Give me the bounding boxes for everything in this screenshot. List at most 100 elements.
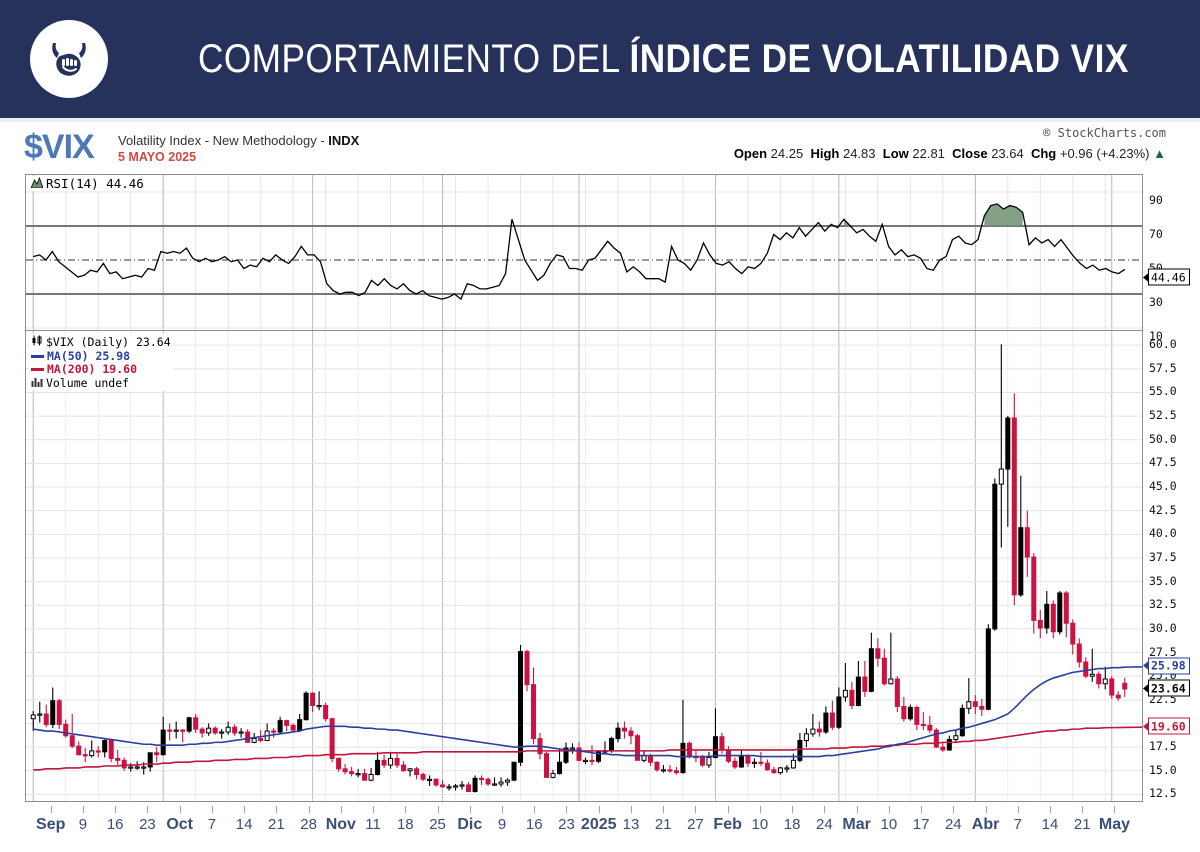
x-tick <box>115 806 117 813</box>
chg-up-arrow-icon: ▲ <box>1153 146 1166 161</box>
x-tick <box>82 806 84 813</box>
x-label-abr: Abr <box>971 816 1000 833</box>
brand-logo <box>30 20 108 98</box>
ma200-callout-text: 19.60 <box>1151 719 1186 734</box>
ma200-callout-arrow-icon <box>1143 721 1149 732</box>
x-tick <box>211 806 213 813</box>
ma50-callout: 25.98 <box>1143 657 1190 675</box>
price-tick-15-0: 15.0 <box>1149 762 1177 777</box>
x-tick <box>179 806 181 813</box>
price-tick-42-5: 42.5 <box>1149 502 1177 517</box>
x-label-16: 16 <box>106 816 124 833</box>
price-tick-27-5: 27.5 <box>1149 644 1177 659</box>
price-y-axis: 60.0 57.5 55.0 52.5 50.0 47.5 45.0 42.5 40.0 37.5… <box>1143 330 1199 802</box>
x-tick <box>921 806 923 813</box>
legend-row-ma50: MA(50) 25.98 <box>31 349 171 364</box>
symbol-description: Volatility Index - New Methodology - IND… <box>118 133 359 148</box>
x-tick <box>888 806 890 813</box>
x-label-14: 14 <box>235 816 253 833</box>
x-tick <box>308 806 310 813</box>
x-label-9: 9 <box>497 816 507 833</box>
ma200-callout: 19.60 <box>1143 717 1190 735</box>
close-value: 23.64 <box>991 146 1024 161</box>
ticker-symbol: $VIX <box>24 128 95 166</box>
x-tick <box>534 806 536 813</box>
rsi-tick-10: 10 <box>1149 329 1163 343</box>
x-tick <box>856 806 858 813</box>
x-label-feb: Feb <box>713 816 742 833</box>
symbol-exchange: INDX <box>328 133 360 148</box>
chg-label: Chg <box>1030 146 1057 161</box>
x-tick <box>1114 806 1116 813</box>
x-label-23: 23 <box>558 816 575 833</box>
low-label: Low <box>882 146 909 161</box>
price-panel <box>25 330 1143 802</box>
x-label-7: 7 <box>1013 816 1022 833</box>
page-header: COMPORTAMIENTO DEL ÍNDICE DE VOLATILIDAD… <box>0 0 1200 118</box>
ma50-callout-text: 25.98 <box>1151 658 1186 673</box>
rsi-legend: RSI(14) 44.46 <box>29 176 146 191</box>
legend-ma200-text: MA(200) 19.60 <box>47 362 138 376</box>
x-label-2025: 2025 <box>580 816 617 833</box>
legend-volume-text: Volume undef <box>46 375 130 390</box>
price-tick-45-0: 45.0 <box>1149 479 1177 494</box>
x-axis: Sep 9 16 23 Oct 7 14 21 28 Nov 11 18 25 Dic 9 16 23 2025 1… <box>25 806 1143 850</box>
rsi-tick-90: 90 <box>1149 193 1163 207</box>
x-label-24: 24 <box>944 816 962 833</box>
ohlc-quote-bar: Open 24.25 High 24.83 Low 22.81 Close 23… <box>734 146 1166 161</box>
chg-value: +0.96 (+4.23%) <box>1059 146 1150 161</box>
high-label: High <box>810 146 840 161</box>
legend-row-volume: Volume undef <box>31 375 171 391</box>
title-light-part: COMPORTAMIENTO DEL <box>198 36 630 81</box>
x-tick <box>792 806 794 813</box>
x-label-sep: Sep <box>36 816 66 833</box>
rsi-y-axis: 90 70 50 30 10 44.46 <box>1143 174 1199 346</box>
attribution: ® StockCharts.com <box>1043 126 1166 140</box>
x-tick <box>630 806 632 813</box>
x-tick <box>437 806 439 813</box>
price-tick-35-0: 35.0 <box>1149 573 1177 588</box>
volume-bars-icon <box>31 377 43 391</box>
price-tick-52-5: 52.5 <box>1149 408 1177 423</box>
x-label-10: 10 <box>751 816 769 833</box>
x-tick <box>1017 806 1019 813</box>
legend-row-main: $VIX (Daily) 23.64 <box>31 335 171 350</box>
x-tick <box>566 806 568 813</box>
x-label-24: 24 <box>816 816 833 833</box>
x-label-7: 7 <box>207 816 217 833</box>
ma200-line-swatch <box>31 368 44 372</box>
price-callout: 23.64 <box>1143 679 1190 697</box>
price-tick-60-0: 60.0 <box>1149 337 1177 352</box>
price-plot <box>26 331 1142 801</box>
open-label: Open <box>733 146 768 161</box>
rsi-callout-text: 44.46 <box>1151 270 1186 284</box>
x-tick <box>340 806 342 813</box>
quote-date: 5 MAYO 2025 <box>118 150 197 164</box>
x-tick <box>985 806 987 813</box>
rsi-mountain-icon <box>30 176 44 191</box>
x-label-may: May <box>1098 816 1131 833</box>
bull-fist-icon <box>41 31 97 87</box>
high-value: 24.83 <box>842 146 876 161</box>
price-tick-12-5: 12.5 <box>1149 786 1177 801</box>
price-tick-40-0: 40.0 <box>1149 526 1177 541</box>
stockcharts-chart: $VIX Volatility Index - New Methodology … <box>0 122 1200 852</box>
x-tick <box>1082 806 1084 813</box>
rsi-panel <box>25 174 1143 346</box>
x-label-16: 16 <box>525 816 543 833</box>
x-label-28: 28 <box>300 816 317 833</box>
ma50-line-swatch <box>31 354 44 358</box>
x-label-oct: Oct <box>166 816 193 833</box>
x-label-25: 25 <box>429 816 446 833</box>
rsi-tick-30: 30 <box>1149 295 1163 309</box>
x-tick <box>953 806 955 813</box>
x-tick <box>1050 806 1052 813</box>
x-tick <box>50 806 52 813</box>
page-title: COMPORTAMIENTO DEL ÍNDICE DE VOLATILIDAD… <box>198 0 1200 118</box>
rsi-tick-70: 70 <box>1149 227 1163 241</box>
x-label-21: 21 <box>654 816 672 833</box>
rsi-legend-text: RSI(14) 44.46 <box>46 176 144 191</box>
x-label-10: 10 <box>880 816 898 833</box>
x-label-21: 21 <box>268 816 285 833</box>
close-label: Close <box>952 146 988 161</box>
